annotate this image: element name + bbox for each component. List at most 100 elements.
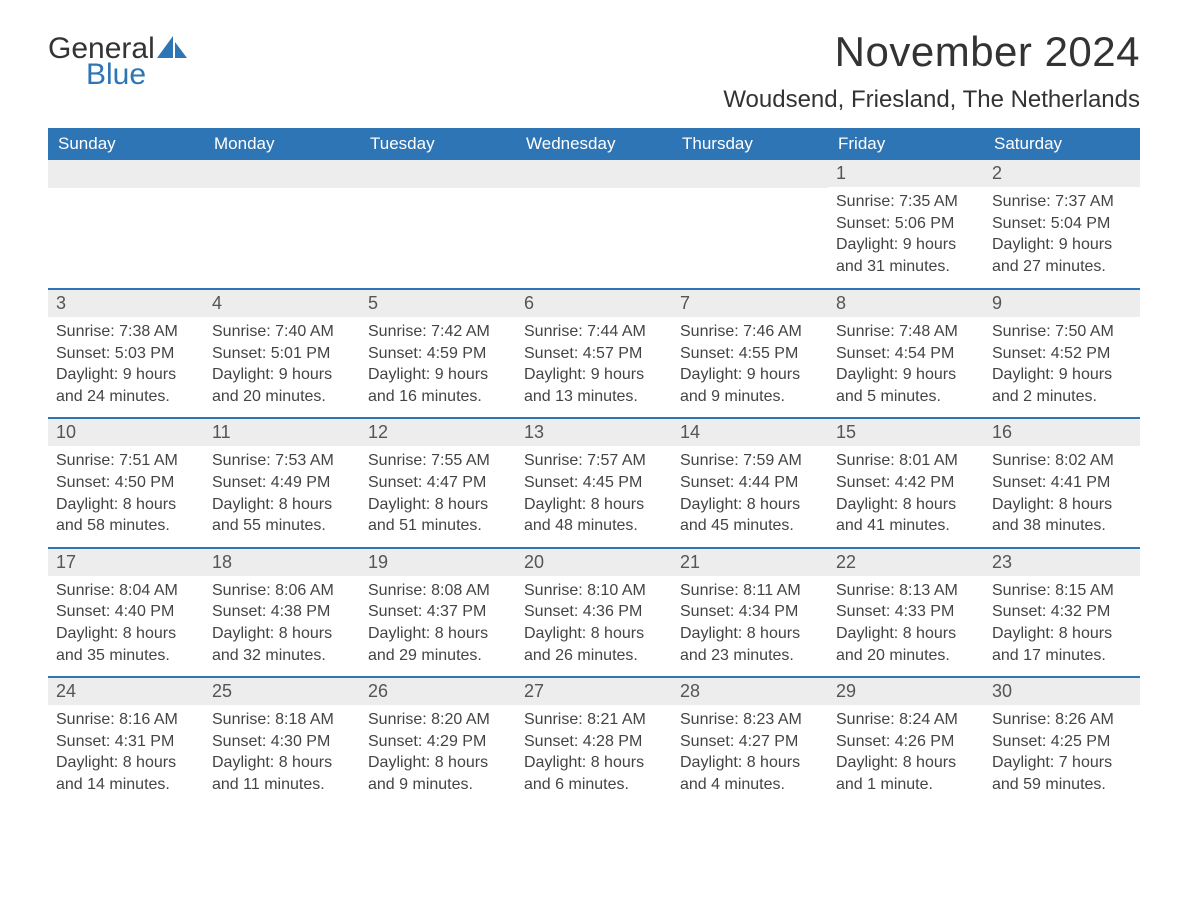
day-body: Sunrise: 7:40 AMSunset: 5:01 PMDaylight:… — [204, 317, 360, 407]
day-cell: 29Sunrise: 8:24 AMSunset: 4:26 PMDayligh… — [828, 676, 984, 805]
day-number — [204, 160, 360, 188]
day-cell: 6Sunrise: 7:44 AMSunset: 4:57 PMDaylight… — [516, 288, 672, 417]
day-body: Sunrise: 8:06 AMSunset: 4:38 PMDaylight:… — [204, 576, 360, 666]
sunset-text: Sunset: 4:38 PM — [212, 601, 352, 623]
day-number: 9 — [984, 290, 1140, 317]
sunrise-text: Sunrise: 8:01 AM — [836, 450, 976, 472]
day-cell: 10Sunrise: 7:51 AMSunset: 4:50 PMDayligh… — [48, 417, 204, 546]
day-cell-empty — [672, 160, 828, 288]
sunrise-text: Sunrise: 8:06 AM — [212, 580, 352, 602]
day-number: 3 — [48, 290, 204, 317]
daylight-text: Daylight: 9 hours and 20 minutes. — [212, 364, 352, 407]
header: General Blue November 2024 Woudsend, Fri… — [48, 28, 1140, 114]
sunset-text: Sunset: 4:59 PM — [368, 343, 508, 365]
day-number: 8 — [828, 290, 984, 317]
weekday-header: Saturday — [984, 128, 1140, 160]
daylight-text: Daylight: 8 hours and 4 minutes. — [680, 752, 820, 795]
day-body: Sunrise: 8:15 AMSunset: 4:32 PMDaylight:… — [984, 576, 1140, 666]
day-body: Sunrise: 8:04 AMSunset: 4:40 PMDaylight:… — [48, 576, 204, 666]
day-body: Sunrise: 7:53 AMSunset: 4:49 PMDaylight:… — [204, 446, 360, 536]
day-cell: 1Sunrise: 7:35 AMSunset: 5:06 PMDaylight… — [828, 160, 984, 288]
day-number: 12 — [360, 419, 516, 446]
day-body: Sunrise: 7:42 AMSunset: 4:59 PMDaylight:… — [360, 317, 516, 407]
day-body: Sunrise: 8:16 AMSunset: 4:31 PMDaylight:… — [48, 705, 204, 795]
day-cell-empty — [360, 160, 516, 288]
daylight-text: Daylight: 8 hours and 48 minutes. — [524, 494, 664, 537]
day-body: Sunrise: 7:37 AMSunset: 5:04 PMDaylight:… — [984, 187, 1140, 277]
sunrise-text: Sunrise: 8:08 AM — [368, 580, 508, 602]
sunset-text: Sunset: 4:41 PM — [992, 472, 1132, 494]
day-number: 19 — [360, 549, 516, 576]
day-body: Sunrise: 7:50 AMSunset: 4:52 PMDaylight:… — [984, 317, 1140, 407]
sunrise-text: Sunrise: 8:20 AM — [368, 709, 508, 731]
sunset-text: Sunset: 4:54 PM — [836, 343, 976, 365]
sunset-text: Sunset: 4:32 PM — [992, 601, 1132, 623]
day-number: 16 — [984, 419, 1140, 446]
week-row: 1Sunrise: 7:35 AMSunset: 5:06 PMDaylight… — [48, 160, 1140, 288]
day-body: Sunrise: 8:18 AMSunset: 4:30 PMDaylight:… — [204, 705, 360, 795]
daylight-text: Daylight: 9 hours and 13 minutes. — [524, 364, 664, 407]
sunrise-text: Sunrise: 8:16 AM — [56, 709, 196, 731]
sunrise-text: Sunrise: 7:37 AM — [992, 191, 1132, 213]
daylight-text: Daylight: 7 hours and 59 minutes. — [992, 752, 1132, 795]
sunrise-text: Sunrise: 8:26 AM — [992, 709, 1132, 731]
daylight-text: Daylight: 8 hours and 45 minutes. — [680, 494, 820, 537]
sunset-text: Sunset: 4:34 PM — [680, 601, 820, 623]
day-number: 17 — [48, 549, 204, 576]
sunset-text: Sunset: 5:06 PM — [836, 213, 976, 235]
day-cell: 30Sunrise: 8:26 AMSunset: 4:25 PMDayligh… — [984, 676, 1140, 805]
day-cell: 12Sunrise: 7:55 AMSunset: 4:47 PMDayligh… — [360, 417, 516, 546]
weekday-header-row: SundayMondayTuesdayWednesdayThursdayFrid… — [48, 128, 1140, 160]
day-number: 1 — [828, 160, 984, 187]
day-cell: 21Sunrise: 8:11 AMSunset: 4:34 PMDayligh… — [672, 547, 828, 676]
day-cell: 27Sunrise: 8:21 AMSunset: 4:28 PMDayligh… — [516, 676, 672, 805]
sunrise-text: Sunrise: 7:51 AM — [56, 450, 196, 472]
day-body: Sunrise: 8:08 AMSunset: 4:37 PMDaylight:… — [360, 576, 516, 666]
sunrise-text: Sunrise: 8:02 AM — [992, 450, 1132, 472]
daylight-text: Daylight: 8 hours and 41 minutes. — [836, 494, 976, 537]
day-cell: 26Sunrise: 8:20 AMSunset: 4:29 PMDayligh… — [360, 676, 516, 805]
day-body: Sunrise: 8:13 AMSunset: 4:33 PMDaylight:… — [828, 576, 984, 666]
day-body: Sunrise: 8:23 AMSunset: 4:27 PMDaylight:… — [672, 705, 828, 795]
day-number: 30 — [984, 678, 1140, 705]
sunrise-text: Sunrise: 8:23 AM — [680, 709, 820, 731]
logo-word2: Blue — [86, 60, 155, 90]
weekday-header: Monday — [204, 128, 360, 160]
weekday-header: Tuesday — [360, 128, 516, 160]
day-number: 22 — [828, 549, 984, 576]
daylight-text: Daylight: 8 hours and 17 minutes. — [992, 623, 1132, 666]
day-body: Sunrise: 8:02 AMSunset: 4:41 PMDaylight:… — [984, 446, 1140, 536]
week-row: 10Sunrise: 7:51 AMSunset: 4:50 PMDayligh… — [48, 417, 1140, 546]
day-number — [516, 160, 672, 188]
day-cell-empty — [204, 160, 360, 288]
day-body: Sunrise: 8:01 AMSunset: 4:42 PMDaylight:… — [828, 446, 984, 536]
day-cell: 25Sunrise: 8:18 AMSunset: 4:30 PMDayligh… — [204, 676, 360, 805]
daylight-text: Daylight: 9 hours and 16 minutes. — [368, 364, 508, 407]
sunrise-text: Sunrise: 7:59 AM — [680, 450, 820, 472]
sunrise-text: Sunrise: 7:35 AM — [836, 191, 976, 213]
day-body: Sunrise: 8:26 AMSunset: 4:25 PMDaylight:… — [984, 705, 1140, 795]
sunrise-text: Sunrise: 8:18 AM — [212, 709, 352, 731]
day-number: 18 — [204, 549, 360, 576]
logo: General Blue — [48, 34, 187, 90]
day-body: Sunrise: 7:44 AMSunset: 4:57 PMDaylight:… — [516, 317, 672, 407]
day-cell: 5Sunrise: 7:42 AMSunset: 4:59 PMDaylight… — [360, 288, 516, 417]
daylight-text: Daylight: 8 hours and 23 minutes. — [680, 623, 820, 666]
sunrise-text: Sunrise: 8:15 AM — [992, 580, 1132, 602]
sunset-text: Sunset: 4:40 PM — [56, 601, 196, 623]
daylight-text: Daylight: 8 hours and 51 minutes. — [368, 494, 508, 537]
sunset-text: Sunset: 4:27 PM — [680, 731, 820, 753]
week-row: 24Sunrise: 8:16 AMSunset: 4:31 PMDayligh… — [48, 676, 1140, 805]
sunset-text: Sunset: 4:31 PM — [56, 731, 196, 753]
week-row: 3Sunrise: 7:38 AMSunset: 5:03 PMDaylight… — [48, 288, 1140, 417]
sunrise-text: Sunrise: 8:04 AM — [56, 580, 196, 602]
day-body: Sunrise: 8:20 AMSunset: 4:29 PMDaylight:… — [360, 705, 516, 795]
daylight-text: Daylight: 8 hours and 35 minutes. — [56, 623, 196, 666]
day-number — [360, 160, 516, 188]
sunset-text: Sunset: 4:47 PM — [368, 472, 508, 494]
daylight-text: Daylight: 9 hours and 5 minutes. — [836, 364, 976, 407]
calendar: SundayMondayTuesdayWednesdayThursdayFrid… — [48, 128, 1140, 806]
sunrise-text: Sunrise: 8:11 AM — [680, 580, 820, 602]
day-body: Sunrise: 7:46 AMSunset: 4:55 PMDaylight:… — [672, 317, 828, 407]
daylight-text: Daylight: 9 hours and 2 minutes. — [992, 364, 1132, 407]
